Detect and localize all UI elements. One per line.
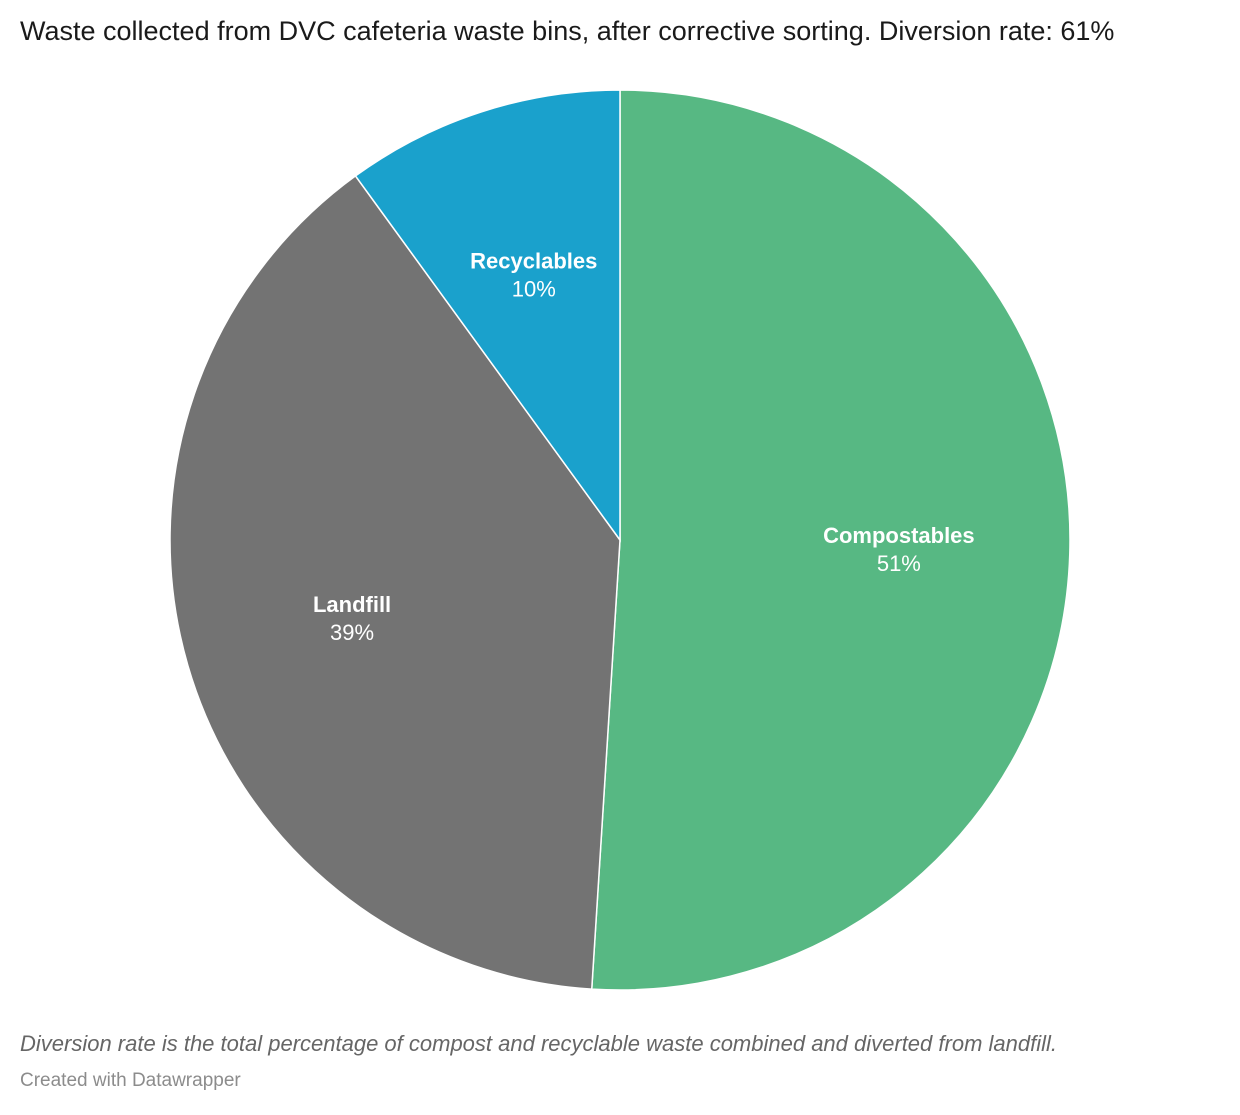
slice-label-compostables: Compostables: [823, 523, 975, 548]
pie-labels: Compostables 51% Landfill 39% Recyclables 10%: [313, 249, 975, 645]
slice-label-recyclables: Recyclables: [470, 249, 597, 274]
chart-note: Diversion rate is the total percentage o…: [20, 1031, 1057, 1056]
slice-value-recyclables: 10%: [512, 277, 556, 302]
chart-title: Waste collected from DVC cafeteria waste…: [20, 16, 1115, 46]
pie-slice-landfill: [169, 174, 621, 990]
pie-slice-compostables: [590, 89, 1071, 991]
slice-value-compostables: 51%: [877, 551, 921, 576]
chart-credit: Created with Datawrapper: [20, 1070, 241, 1091]
pie-slices: [169, 89, 1071, 991]
slice-label-landfill: Landfill: [313, 592, 391, 617]
slice-value-landfill: 39%: [330, 620, 374, 645]
pie-slice-recyclables: [354, 89, 621, 543]
